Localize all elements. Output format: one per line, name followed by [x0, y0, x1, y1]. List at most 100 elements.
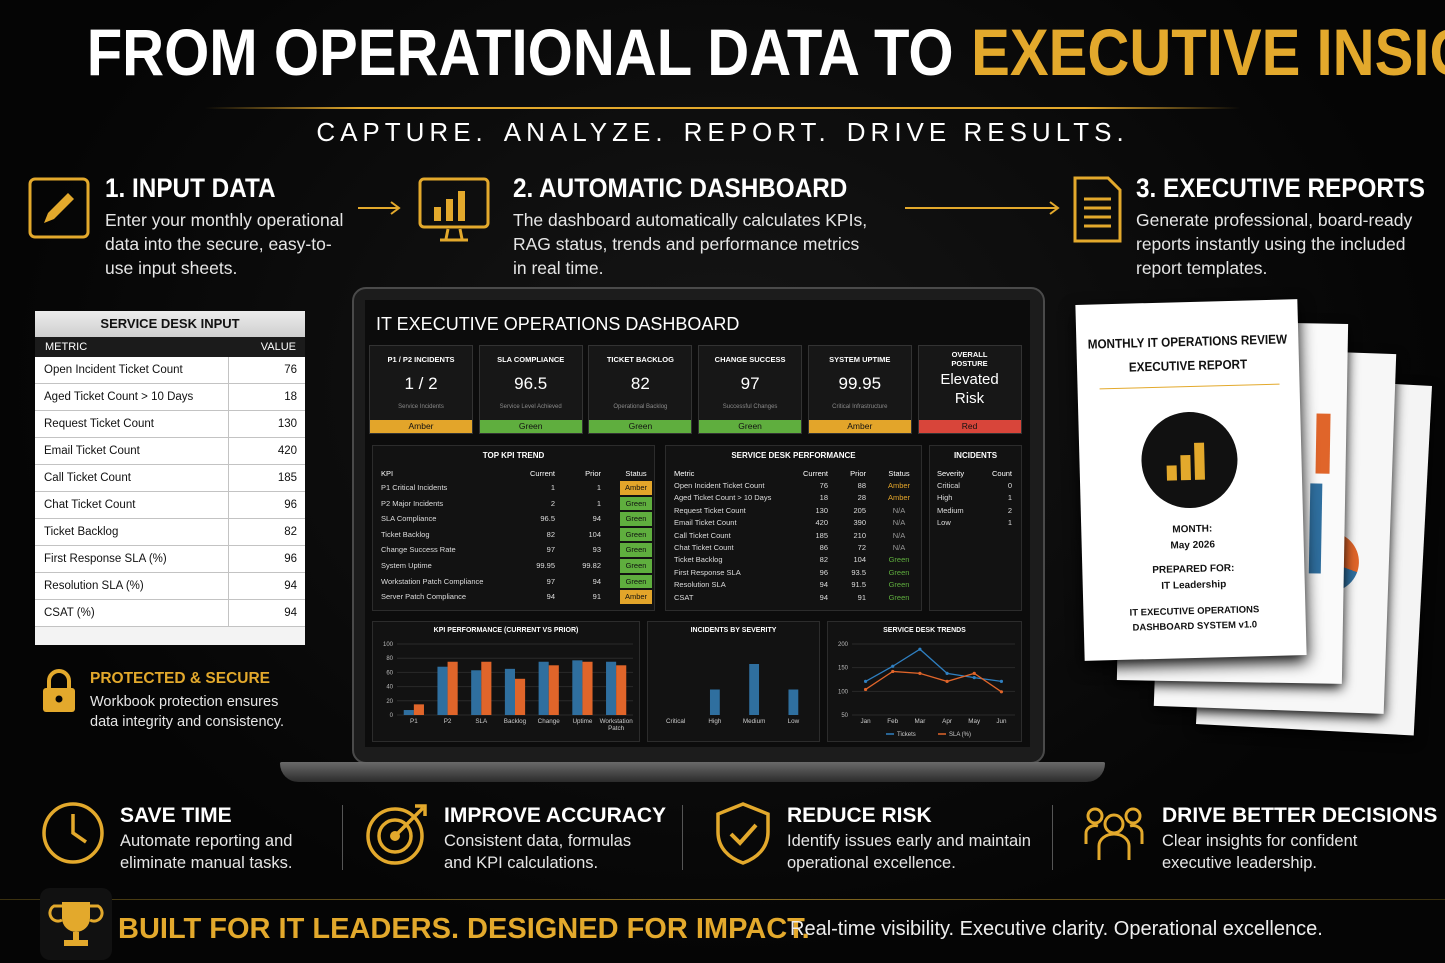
cell-divider	[228, 600, 229, 626]
decoration	[28, 177, 90, 239]
chart: KPI PERFORMANCE (CURRENT VS PRIOR) 0 20 40 6…	[383, 627, 633, 719]
report-text: IT EXECUTIVE OPERATIONS	[1129, 604, 1260, 619]
panel: INCIDENTS BY SEVERITY Critical High Medium L…	[647, 621, 820, 742]
decoration	[1084, 197, 1111, 228]
metric-name: CSAT (%)	[44, 607, 95, 619]
status-cell: Green	[888, 555, 910, 565]
metric-value: 96	[284, 553, 297, 565]
point	[918, 671, 922, 675]
table-cell: Critical	[937, 481, 960, 490]
table-cell: Workstation Patch Compliance	[381, 576, 484, 586]
table-cell: SLA Compliance	[381, 514, 437, 524]
column-header: Prior	[585, 469, 601, 478]
footer-tagline: Real-time visibility. Executive clarity.…	[790, 918, 1323, 940]
cell-divider	[228, 384, 229, 410]
y-tick-label: 80	[386, 656, 393, 662]
kpi-status: Green	[479, 420, 582, 433]
table-cell: 94	[592, 576, 601, 586]
benefit-title: REDUCE RISK	[787, 804, 932, 827]
status-cell: Green	[620, 496, 652, 511]
kpi-caption: Critical Infrastructure	[832, 404, 888, 410]
column-header: Metric	[674, 469, 695, 478]
clock-icon	[42, 802, 104, 864]
decoration	[48, 904, 104, 923]
table-cell: Aged Ticket Count > 10 Days	[674, 493, 772, 503]
cell-divider	[228, 465, 229, 491]
column-header: VALUE	[260, 341, 296, 353]
decoration	[73, 932, 79, 940]
report-text: PREPARED FOR:	[1152, 562, 1235, 577]
decoration	[62, 902, 90, 932]
kpi-label: OVERALL POSTURE	[951, 350, 988, 368]
cell-divider	[228, 357, 229, 383]
sheet-row: Call Ticket Count 185	[35, 465, 305, 492]
tagline: CAPTURE. ANALYZE. REPORT. DRIVE RESULTS.	[0, 117, 1445, 148]
footer-rule	[0, 899, 1445, 900]
chart-title: SERVICE DESK TRENDS	[883, 627, 966, 634]
metric-name: First Response SLA (%)	[44, 553, 167, 565]
panel: SERVICE DESK TRENDS 50 100 150 200 Tickets SLA…	[827, 621, 1022, 742]
x-tick-label: Uptime	[572, 718, 593, 725]
kpi-label: TICKET BACKLOG	[606, 355, 674, 364]
sheet-row: Resolution SLA (%) 94	[35, 573, 305, 600]
decoration	[1194, 442, 1205, 480]
table-cell: 91	[592, 592, 601, 602]
bar	[437, 666, 448, 715]
decoration	[1086, 807, 1104, 825]
status-cell: Green	[620, 574, 652, 589]
bar	[447, 661, 458, 715]
decoration	[446, 199, 453, 221]
column-header: Current	[529, 469, 555, 478]
benefit-title: SAVE TIME	[120, 804, 232, 827]
table-cell: 210	[853, 530, 866, 540]
metric-value: 94	[284, 580, 297, 592]
kpi-status: Green	[699, 420, 802, 433]
report-text: MONTHLY IT OPERATIONS REVIEW	[1087, 331, 1288, 352]
point	[945, 679, 949, 683]
benefit-text: Automate reporting and eliminate manual …	[120, 832, 293, 872]
pencil-icon	[28, 177, 90, 239]
decoration	[64, 940, 88, 946]
bar	[471, 670, 482, 715]
table-cell: 82	[819, 555, 828, 565]
decoration	[1315, 413, 1331, 474]
trophy-icon	[40, 888, 112, 960]
x-tick-label: Jun	[996, 718, 1007, 725]
title-accent: EXECUTIVE INSIGHT	[971, 15, 1445, 89]
footer-slogan: BUILT FOR IT LEADERS. DESIGNED FOR IMPAC…	[118, 913, 810, 945]
decoration	[42, 802, 104, 864]
bar	[548, 665, 559, 715]
cell-divider	[228, 411, 229, 437]
point	[945, 671, 949, 675]
column-header: Prior	[850, 469, 866, 478]
status-cell: Green	[620, 527, 652, 542]
report-text: May 2026	[1170, 539, 1216, 552]
bar	[413, 704, 424, 715]
table-cell: 94	[546, 592, 555, 602]
kpi-caption: Service Level Achieved	[499, 404, 562, 410]
column-header: Status	[625, 469, 647, 478]
decoration	[1124, 807, 1142, 825]
x-tick-label: Workstation Patch	[599, 718, 633, 732]
table-cell: 2	[1007, 505, 1012, 515]
table-cell: 97	[546, 576, 555, 586]
table-cell: Low	[937, 518, 951, 528]
metric-value: 82	[284, 526, 297, 538]
kpi-label: SLA COMPLIANCE	[497, 355, 565, 364]
metric-value: 185	[277, 472, 297, 484]
decoration	[358, 201, 401, 215]
chart-title: INCIDENTS BY SEVERITY	[691, 627, 777, 634]
status-cell: Green	[620, 512, 652, 526]
decoration	[729, 823, 758, 846]
x-tick-label: Jan	[860, 718, 871, 725]
x-tick-label: May	[968, 718, 981, 725]
cell-divider	[228, 573, 229, 599]
table-cell: Server Patch Compliance	[381, 592, 467, 602]
x-tick-label: Mar	[914, 718, 926, 725]
metric-value: 96	[284, 499, 297, 511]
people-icon	[1084, 807, 1144, 860]
laptop-base	[280, 762, 1105, 782]
bar	[572, 660, 583, 715]
status-cell: Amber	[887, 481, 911, 490]
